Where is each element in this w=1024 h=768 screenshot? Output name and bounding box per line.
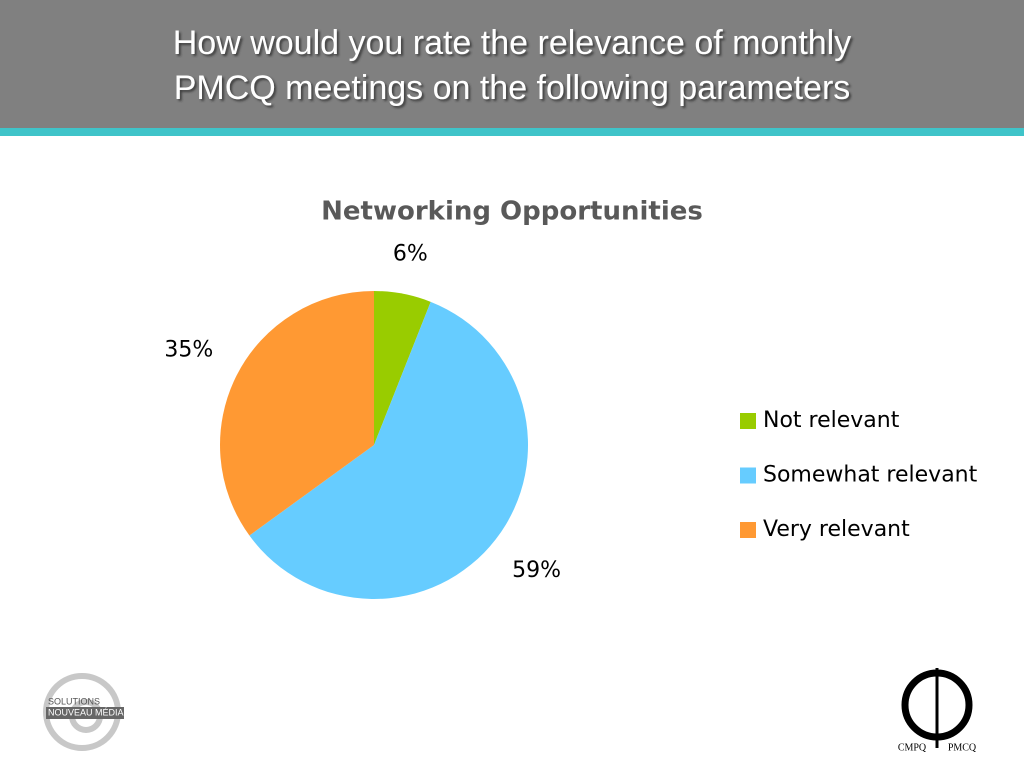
- pie-slice: [374, 291, 431, 445]
- pie-slice: [220, 291, 374, 536]
- header-band: [0, 0, 1024, 128]
- legend-swatch: [740, 413, 756, 429]
- logo-text: CMPQ: [898, 742, 927, 753]
- chart-title: Networking Opportunities: [321, 197, 703, 227]
- logo-text: PMCQ: [948, 742, 977, 753]
- data-label: 59%: [512, 558, 561, 583]
- pie-slice: [249, 301, 528, 599]
- logo-text: SOLUTIONS: [48, 696, 100, 706]
- data-label: 6%: [393, 242, 428, 267]
- logo-left: SOLUTIONS NOUVEAU MÉDIA: [43, 673, 124, 751]
- legend-swatch: [740, 522, 756, 538]
- logo-right: CMPQ PMCQ: [898, 668, 977, 753]
- legend-label: Very relevant: [763, 517, 910, 542]
- logo-bar: [46, 707, 124, 719]
- logo-text: NOUVEAU MÉDIA: [48, 707, 124, 717]
- legend-swatch: [740, 467, 756, 484]
- legend-label: Not relevant: [763, 408, 900, 433]
- data-label: 35%: [164, 338, 213, 363]
- header-stripe: [0, 128, 1024, 136]
- slide-title: How would you rate the relevance of mont…: [173, 24, 851, 62]
- legend-label: Somewhat relevant: [763, 463, 978, 488]
- slide-title: PMCQ meetings on the following parameter…: [174, 69, 851, 107]
